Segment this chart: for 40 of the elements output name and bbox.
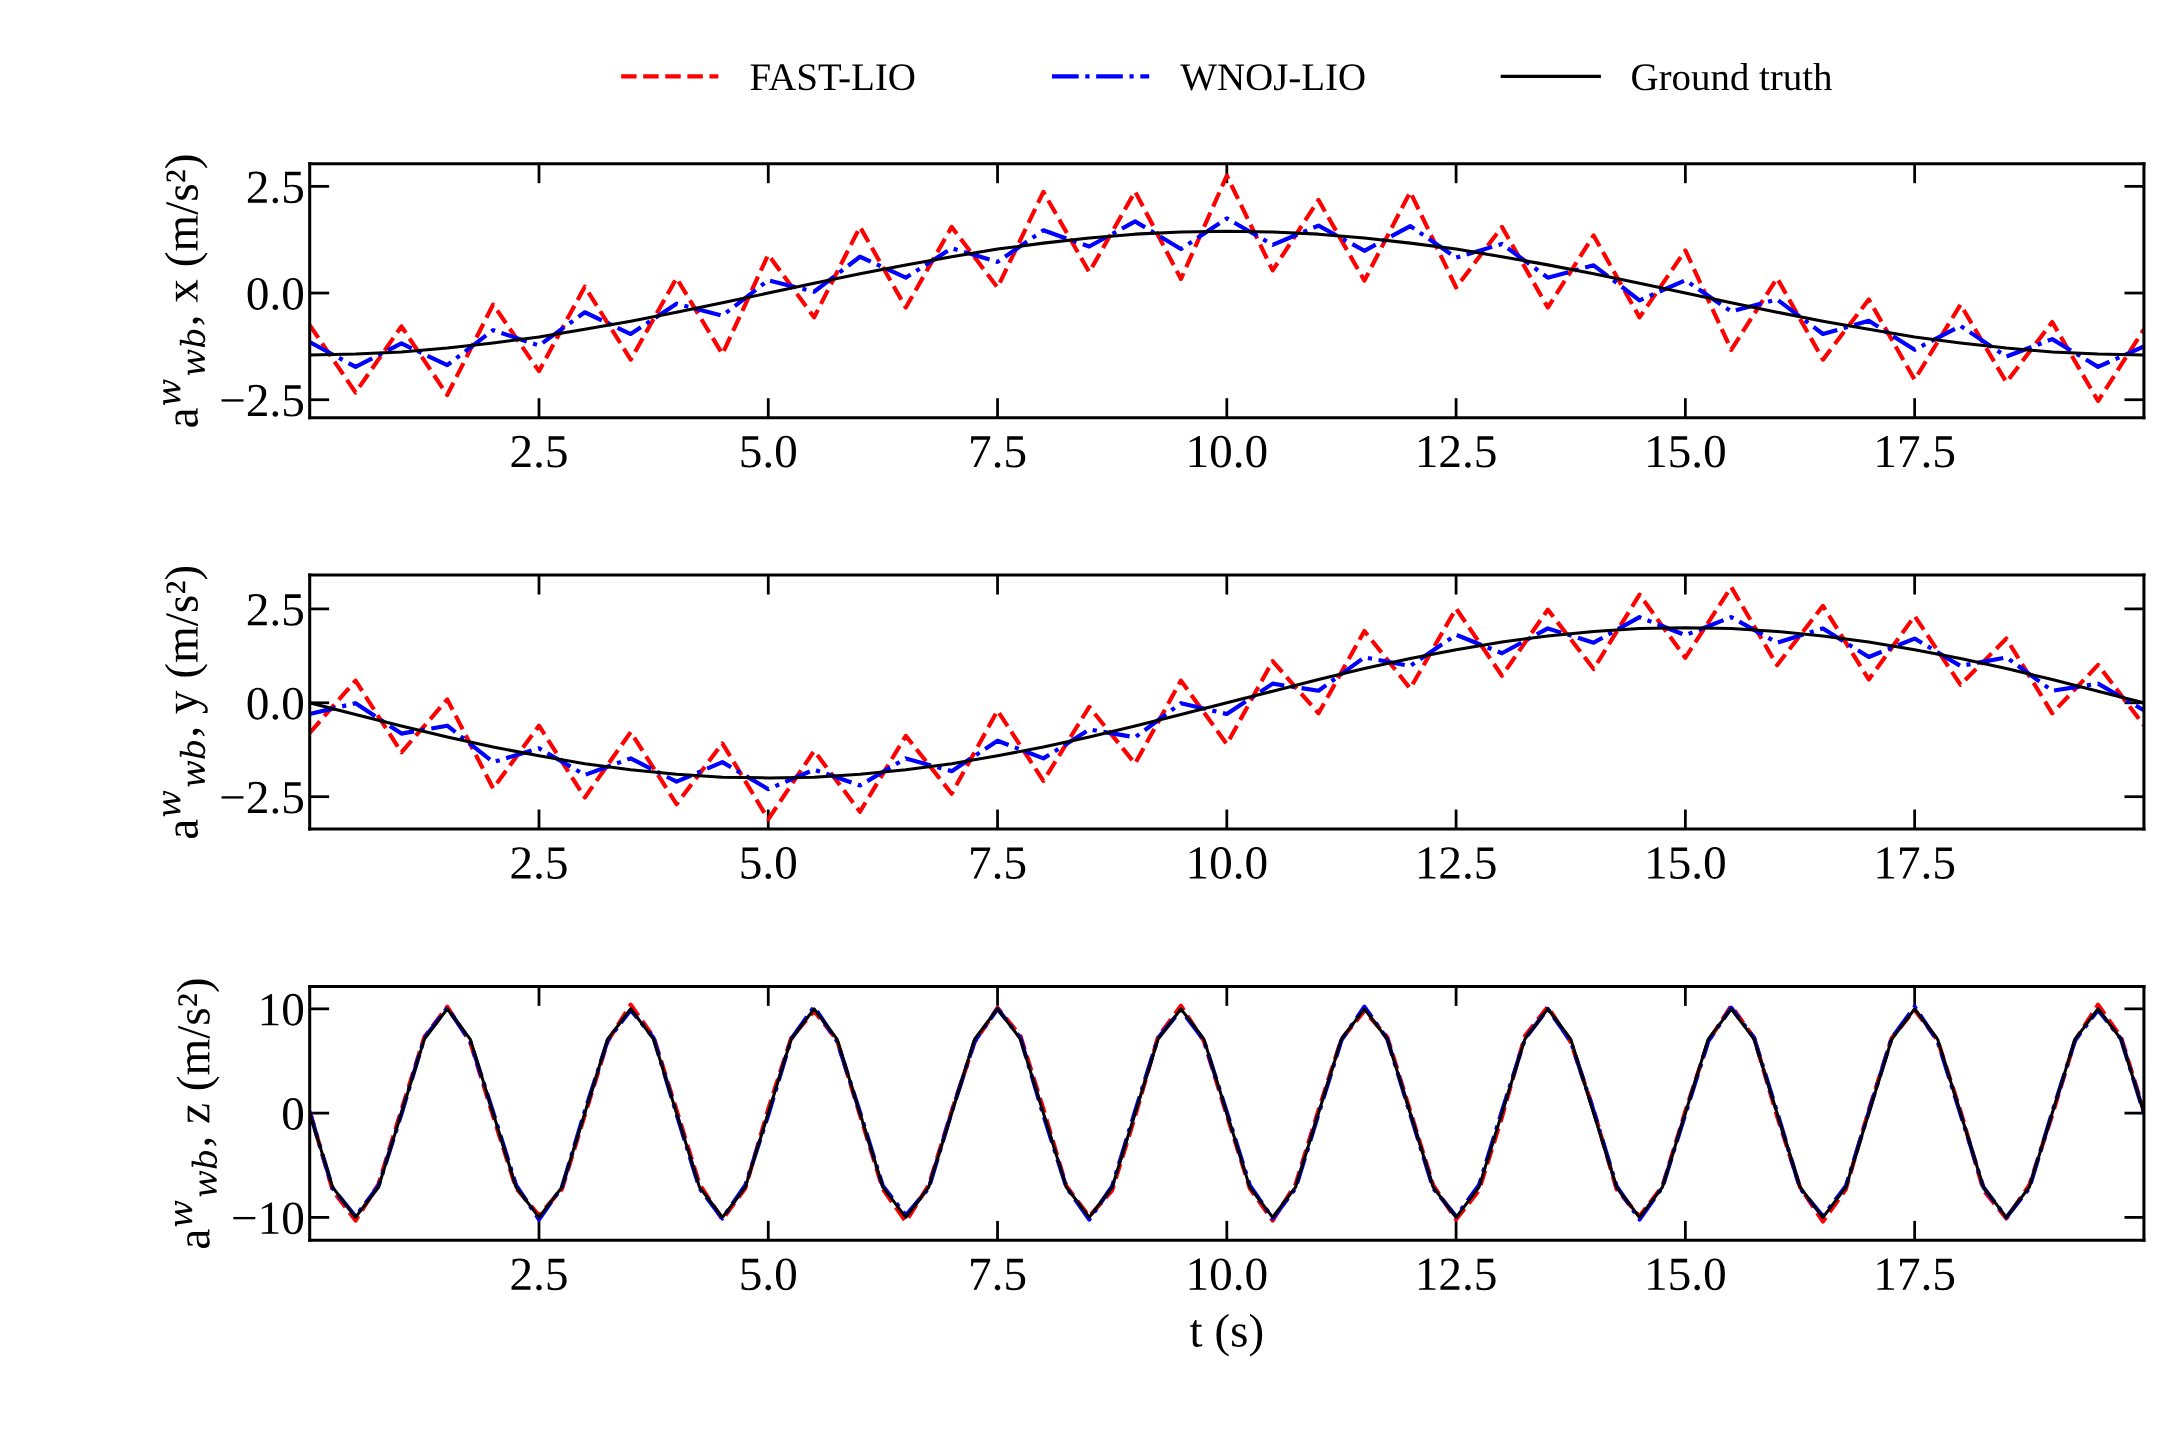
x-tick-label: 12.5 (1418, 847, 1496, 880)
x-tick-label: 7.5 (971, 1258, 1026, 1291)
line-series (309, 585, 2144, 822)
x-tick-label: 2.5 (511, 435, 567, 468)
x-tick-label: 10.0 (1189, 1258, 1267, 1291)
x-tick-label: 15.0 (1648, 847, 1725, 880)
x-tick-label: 7.5 (971, 847, 1026, 880)
x-tick-label: 2.5 (511, 1258, 567, 1291)
x-tick-label: 17.5 (1877, 1258, 1955, 1291)
y-axis-title: a$^{w}$$_{wb}$, x (m/s²) (163, 155, 208, 427)
legend-label: WNOJ-LIO (1180, 64, 1365, 91)
y-tick-label: 0 (283, 1098, 304, 1130)
y-tick-label: 0.0 (247, 278, 304, 311)
y-axis-title: a$^{w}$$_{wb}$, z (m/s²) (175, 979, 220, 1248)
x-tick-label: 15.0 (1648, 435, 1725, 468)
x-tick-label: 5.0 (741, 1258, 796, 1291)
y-tick-label: −2.5 (221, 384, 303, 417)
x-tick-label: 17.5 (1877, 847, 1955, 880)
y-tick-label: 0.0 (247, 687, 304, 720)
y-tick-label: −2.5 (221, 781, 303, 814)
y-tick-label: 2.5 (247, 171, 303, 204)
y-tick-label: −10 (233, 1202, 304, 1235)
x-tick-label: 10.0 (1189, 435, 1267, 468)
x-tick-label: 10.0 (1189, 847, 1267, 880)
y-tick-label: 2.5 (247, 594, 303, 626)
line-series (309, 173, 2144, 404)
x-tick-label: 12.5 (1418, 435, 1496, 468)
x-tick-label: 12.5 (1418, 1258, 1496, 1291)
x-tick-label: 5.0 (741, 435, 796, 468)
legend-label: FAST-LIO (750, 64, 915, 91)
x-tick-label: 5.0 (741, 847, 796, 880)
x-tick-label: 17.5 (1877, 435, 1955, 468)
x-tick-label: 2.5 (511, 847, 567, 880)
y-axis-title: a$^{w}$$_{wb}$, y (m/s²) (163, 566, 208, 839)
x-tick-label: 15.0 (1648, 1258, 1725, 1291)
x-tick-label: 7.5 (971, 436, 1026, 468)
line-series (309, 216, 2144, 369)
x-axis-title: t (s) (1189, 1313, 1263, 1357)
legend-label: Ground truth (1632, 63, 1832, 91)
y-tick-label: 10 (261, 993, 304, 1026)
